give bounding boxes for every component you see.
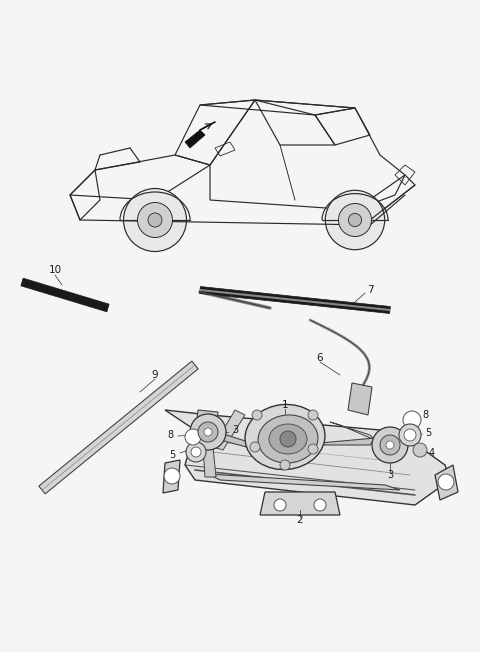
Polygon shape	[310, 438, 375, 445]
Circle shape	[123, 188, 187, 252]
Text: 6: 6	[317, 353, 324, 363]
Circle shape	[380, 435, 400, 455]
Circle shape	[190, 414, 226, 450]
Text: 3: 3	[387, 470, 393, 480]
Polygon shape	[195, 410, 218, 440]
Circle shape	[280, 431, 296, 447]
Circle shape	[198, 422, 218, 442]
Text: 8: 8	[167, 430, 173, 440]
Polygon shape	[348, 383, 372, 415]
Text: 1: 1	[282, 400, 288, 410]
Circle shape	[252, 410, 262, 420]
Circle shape	[314, 499, 326, 511]
Polygon shape	[185, 130, 205, 148]
Circle shape	[308, 444, 318, 454]
Circle shape	[137, 203, 172, 237]
Circle shape	[204, 428, 212, 436]
Polygon shape	[21, 278, 109, 312]
Polygon shape	[260, 492, 340, 515]
Polygon shape	[435, 465, 458, 500]
Polygon shape	[165, 410, 450, 505]
Text: 3: 3	[232, 425, 238, 435]
Text: 8: 8	[422, 410, 428, 420]
Circle shape	[438, 474, 454, 490]
Circle shape	[308, 410, 318, 420]
Polygon shape	[200, 289, 390, 311]
Text: 7: 7	[367, 285, 373, 295]
Ellipse shape	[269, 424, 307, 454]
Circle shape	[372, 427, 408, 463]
Text: 4: 4	[429, 448, 435, 458]
Circle shape	[185, 429, 201, 445]
Circle shape	[280, 460, 290, 470]
Text: 9: 9	[152, 370, 158, 380]
Circle shape	[191, 447, 201, 457]
Polygon shape	[200, 286, 390, 314]
Polygon shape	[208, 474, 400, 490]
Text: 5: 5	[425, 428, 431, 438]
Text: 10: 10	[48, 265, 61, 275]
Circle shape	[338, 203, 372, 237]
Polygon shape	[330, 422, 375, 440]
Circle shape	[386, 441, 394, 449]
Circle shape	[399, 424, 421, 446]
Circle shape	[348, 213, 361, 227]
Circle shape	[274, 499, 286, 511]
Circle shape	[325, 190, 384, 250]
Circle shape	[186, 442, 206, 462]
Circle shape	[164, 468, 180, 484]
Ellipse shape	[245, 404, 325, 469]
Text: 5: 5	[169, 450, 175, 460]
Circle shape	[403, 411, 421, 429]
Ellipse shape	[258, 415, 318, 463]
Polygon shape	[203, 447, 216, 477]
Polygon shape	[39, 361, 198, 494]
Circle shape	[413, 443, 427, 457]
Text: 2: 2	[297, 515, 303, 525]
Polygon shape	[205, 430, 268, 450]
Polygon shape	[213, 410, 245, 450]
Circle shape	[250, 442, 260, 452]
Circle shape	[404, 429, 416, 441]
Polygon shape	[163, 460, 180, 493]
Circle shape	[148, 213, 162, 227]
